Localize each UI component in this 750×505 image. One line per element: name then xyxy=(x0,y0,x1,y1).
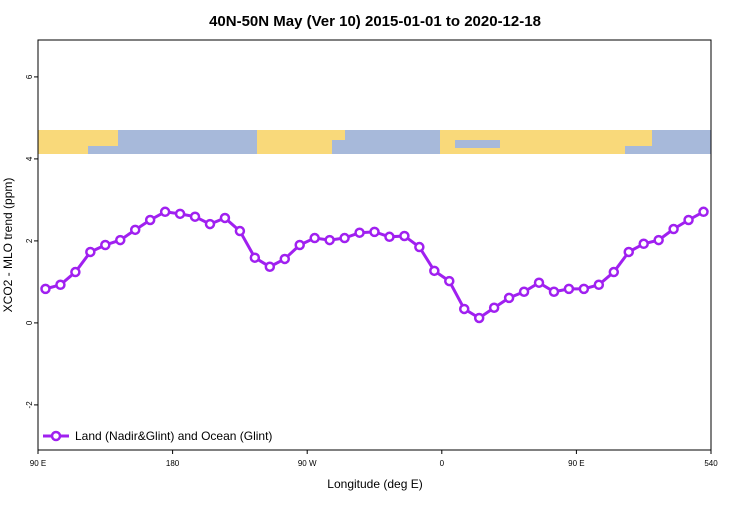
land xyxy=(257,130,332,154)
data-point xyxy=(668,223,679,235)
data-point xyxy=(115,234,126,246)
ocean xyxy=(455,140,500,148)
data-point xyxy=(369,226,380,238)
data-point xyxy=(144,214,156,226)
map-strip xyxy=(38,130,711,154)
data-point xyxy=(264,261,276,272)
y-tick-label: 6 xyxy=(25,74,34,79)
legend-label: Land (Nadir&Glint) and Ocean (Glint) xyxy=(75,429,272,443)
data-point xyxy=(309,232,320,244)
data-point xyxy=(518,286,530,297)
x-tick-label: 90 E xyxy=(30,459,46,468)
x-tick-label: 180 xyxy=(166,459,180,468)
data-point xyxy=(354,227,365,238)
data-point xyxy=(399,230,410,242)
data-point xyxy=(548,286,560,297)
data-point xyxy=(563,283,575,295)
data-point xyxy=(653,234,664,246)
data-point xyxy=(234,225,246,237)
data-point xyxy=(129,224,141,236)
data-point xyxy=(339,232,350,244)
y-tick-label: 4 xyxy=(25,156,34,161)
data-point xyxy=(608,266,620,278)
y-tick-label: 0 xyxy=(25,320,34,325)
data-point xyxy=(623,246,634,258)
data-point xyxy=(503,292,515,304)
legend-marker xyxy=(50,430,62,442)
data-point xyxy=(189,211,201,222)
x-axis-label: Longitude (deg E) xyxy=(327,477,422,491)
land xyxy=(325,130,345,140)
data-point xyxy=(384,231,395,243)
data-point xyxy=(533,277,545,288)
data-point xyxy=(578,283,590,295)
x-tick-label: 90 E xyxy=(568,459,584,468)
data-point xyxy=(249,252,261,263)
plot-frame xyxy=(37,39,712,451)
data-point xyxy=(324,234,335,246)
x-tick-label: 0 xyxy=(440,459,445,468)
data-point xyxy=(593,279,605,291)
data-point xyxy=(414,241,425,253)
data-point xyxy=(70,266,81,278)
data-point xyxy=(100,239,111,251)
y-tick-label: -2 xyxy=(25,401,34,409)
data-point xyxy=(85,246,96,258)
data-point xyxy=(294,239,305,251)
data-point xyxy=(219,212,231,224)
data-point xyxy=(458,303,470,315)
data-point xyxy=(40,283,51,295)
x-tick-label: 540 xyxy=(704,459,718,468)
chart-title: 40N-50N May (Ver 10) 2015-01-01 to 2020-… xyxy=(209,13,541,30)
data-point xyxy=(473,312,485,324)
x-tick-label: 90 W xyxy=(298,459,317,468)
data-point xyxy=(683,214,694,226)
data-point xyxy=(55,279,66,291)
data-point xyxy=(159,206,171,218)
data-point xyxy=(174,208,186,220)
data-point xyxy=(204,218,216,230)
data-point xyxy=(698,206,709,218)
ocean xyxy=(88,146,118,154)
data-point xyxy=(429,265,440,277)
y-axis-label: XCO2 - MLO trend (ppm) xyxy=(1,178,15,313)
data-point xyxy=(638,238,649,250)
y-tick-label: 2 xyxy=(25,238,34,243)
data-point xyxy=(279,253,291,265)
data-point xyxy=(488,302,500,313)
data-point xyxy=(444,275,455,287)
ocean xyxy=(625,146,652,154)
